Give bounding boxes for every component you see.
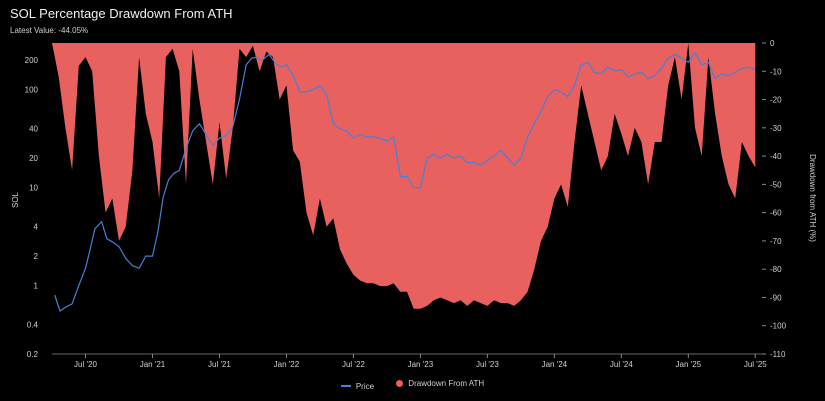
y-left-tick-label: 10 [29, 184, 38, 193]
y-right-tick-label: -50 [770, 180, 782, 189]
price-line-layer [54, 51, 756, 312]
x-tick-label: Jan '25 [676, 360, 702, 369]
y-axis-left-label: SOL [11, 191, 20, 208]
y-right-tick-label: -30 [770, 124, 782, 133]
y-left-tick-label: 200 [25, 56, 39, 65]
y-right-tick-label: -60 [770, 209, 782, 218]
y-axis-left: 0.2 0.4 1 2 4 10 20 40 100 200 [25, 56, 39, 359]
x-tick-label: Jul '20 [74, 360, 97, 369]
y-right-tick-label: -40 [770, 152, 782, 161]
price-swatch-icon [340, 385, 351, 387]
y-left-tick-label: 1 [34, 282, 39, 291]
y-left-tick-label: 4 [34, 223, 39, 232]
y-right-tick-label: -80 [770, 265, 782, 274]
y-left-tick-label: 40 [29, 125, 38, 134]
x-tick-label: Jan '24 [542, 360, 568, 369]
y-right-tick-label: -70 [770, 237, 782, 246]
x-tick-label: Jul '23 [476, 360, 499, 369]
x-tick-label: Jul '21 [208, 360, 231, 369]
x-tick-label: Jan '23 [408, 360, 434, 369]
x-tick-label: Jul '25 [744, 360, 767, 369]
y-right-tick-label: -100 [770, 322, 787, 331]
x-tick-label: Jul '24 [610, 360, 633, 369]
chart-title: SOL Percentage Drawdown From ATH [10, 6, 233, 21]
legend-label-price: Price [355, 381, 375, 391]
y-right-tick-label: -10 [770, 67, 782, 76]
y-left-tick-label: 2 [34, 252, 39, 261]
y-left-tick-label: 20 [29, 154, 38, 163]
x-tick-label: Jan '22 [274, 360, 300, 369]
y-left-tick-label: 100 [25, 86, 39, 95]
latest-value-label: Latest Value: -44.05% [10, 26, 89, 35]
drawdown-swatch-icon [396, 380, 404, 387]
legend-item-drawdown[interactable]: Drawdown From ATH [396, 379, 484, 388]
y-right-tick-label: -110 [770, 350, 786, 359]
y-left-tick-label: 0.4 [27, 321, 39, 330]
y-right-tick-label: 0 [770, 39, 775, 48]
legend: Price Drawdown From ATH [0, 379, 825, 391]
x-tick-label: Jul '22 [342, 360, 365, 369]
y-axis-right-label: Drawdown from ATH (%) [808, 154, 817, 242]
y-right-tick-label: -90 [770, 293, 782, 302]
y-axis-right: 0 -10 -20 -30 -40 -50 -60 -70 -80 -90 -100 -110 [762, 39, 787, 359]
y-left-tick-label: 0.2 [27, 350, 39, 359]
x-tick-label: Jan '21 [140, 360, 166, 369]
legend-label-drawdown: Drawdown From ATH [408, 379, 485, 388]
x-axis: Jul '20 Jan '21 Jul '21 Jan '22 Jul '22 Jan '… [52, 353, 767, 369]
y-right-tick-label: -20 [770, 96, 782, 105]
price-line [54, 51, 756, 312]
legend-item-price[interactable]: Price [340, 381, 375, 391]
